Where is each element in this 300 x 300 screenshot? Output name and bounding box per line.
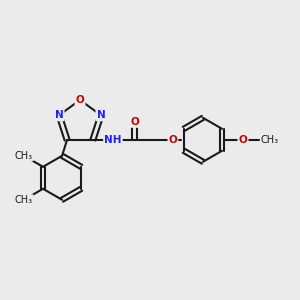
Text: O: O [169,135,177,145]
Text: O: O [76,95,84,105]
Text: CH₃: CH₃ [15,151,33,161]
Text: O: O [238,135,247,145]
Text: N: N [55,110,64,120]
Text: NH: NH [104,135,122,145]
Text: CH₃: CH₃ [261,135,279,145]
Text: N: N [97,110,105,120]
Text: CH₃: CH₃ [15,195,33,205]
Text: O: O [130,117,139,127]
